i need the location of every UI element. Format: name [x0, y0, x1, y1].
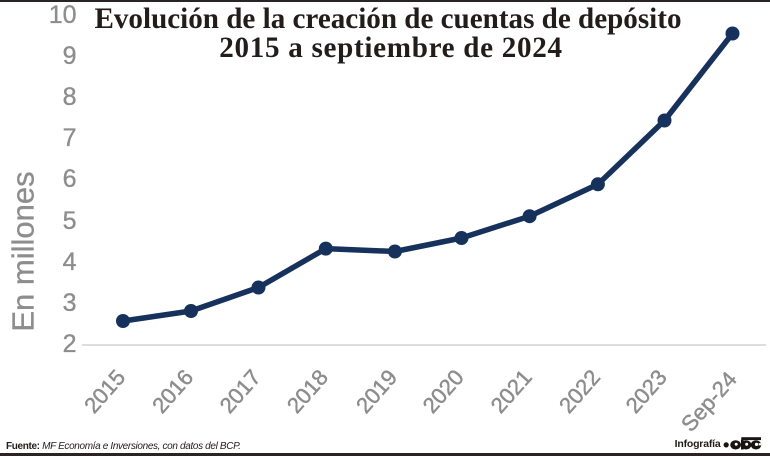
svg-text:2016: 2016 [147, 365, 198, 418]
svg-text:2015: 2015 [79, 365, 130, 418]
svg-text:2023: 2023 [621, 365, 672, 418]
svg-text:2019: 2019 [351, 365, 402, 418]
svg-text:2021: 2021 [486, 365, 537, 418]
svg-text:2020: 2020 [418, 365, 469, 418]
svg-text:2022: 2022 [554, 365, 605, 418]
svg-text:2018: 2018 [282, 365, 333, 418]
svg-text:Sep-24: Sep-24 [676, 367, 742, 437]
svg-text:2017: 2017 [215, 365, 266, 418]
